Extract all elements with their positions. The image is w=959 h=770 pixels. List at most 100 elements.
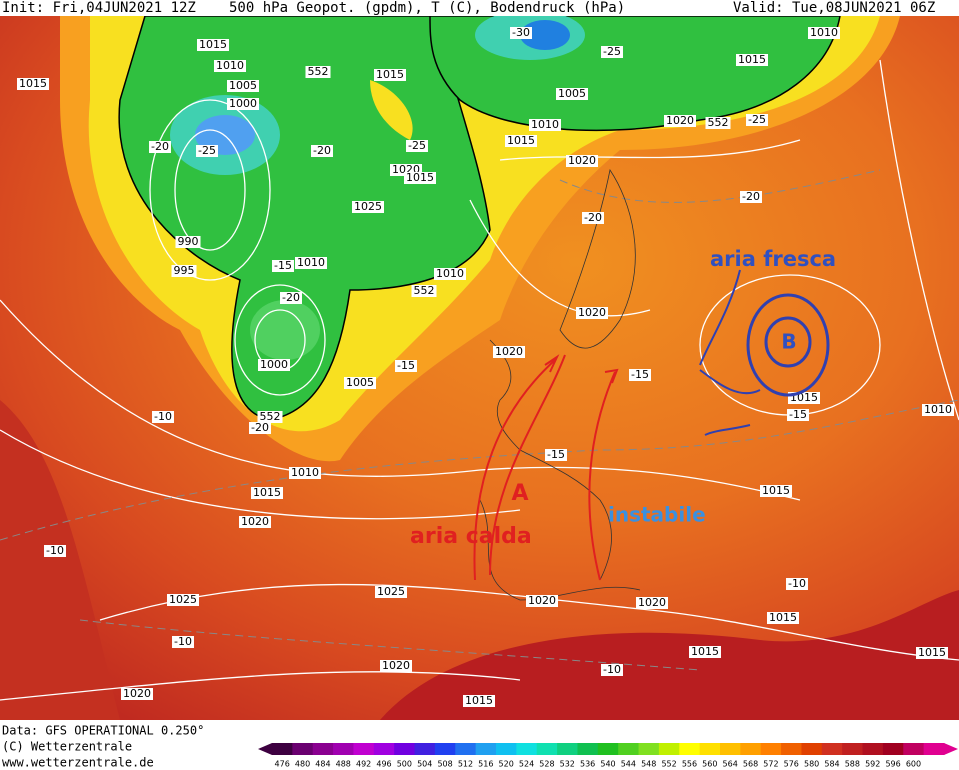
scale-cell xyxy=(557,743,578,755)
annotation: instabile xyxy=(608,503,706,527)
map-label-box xyxy=(705,117,731,129)
color-scale: 476 480 484 488 492 496 500 504 508 512 516 520 524 5… xyxy=(258,743,958,769)
warm-area xyxy=(0,400,120,720)
map-label: 1020 xyxy=(241,515,269,528)
map-label: -10 xyxy=(154,410,172,423)
map-label-box xyxy=(152,411,174,423)
map-label-box xyxy=(289,467,321,479)
annotation: A xyxy=(511,481,528,506)
map-label-box xyxy=(493,346,525,358)
scale-label: 480 xyxy=(295,760,310,769)
map-label: 1010 xyxy=(216,59,244,72)
scale-label: 484 xyxy=(315,760,330,769)
map-label: -10 xyxy=(174,635,192,648)
map-label-box xyxy=(257,411,283,423)
scale-arrow xyxy=(258,743,272,755)
scale-cell xyxy=(577,743,599,755)
scale-label: 600 xyxy=(906,760,921,769)
map-label: 1010 xyxy=(436,267,464,280)
map-label-box xyxy=(736,54,768,66)
map-label: -15 xyxy=(789,408,807,421)
map-label: 1015 xyxy=(199,38,227,51)
map-label-box xyxy=(167,594,199,606)
map-label-box xyxy=(510,27,532,39)
map-label: -20 xyxy=(251,421,269,434)
map-label: 1005 xyxy=(229,79,257,92)
map-label: -10 xyxy=(603,663,621,676)
map-label: 1015 xyxy=(19,77,47,90)
map-label-box xyxy=(529,119,561,131)
scale-cell xyxy=(394,743,416,755)
scale-label: 564 xyxy=(723,760,738,769)
scale-arrow xyxy=(944,743,958,755)
map-label-box xyxy=(305,66,331,78)
scale-cell xyxy=(638,743,660,755)
map-label-box xyxy=(175,236,201,248)
init-time: Init: Fri,04JUN2021 12Z xyxy=(2,0,196,16)
scale-label: 492 xyxy=(356,760,371,769)
map-label-box xyxy=(746,114,768,126)
map-label-box xyxy=(311,145,333,157)
scale-label: 552 xyxy=(661,760,676,769)
scale-label: 508 xyxy=(437,760,452,769)
map-label: -15 xyxy=(631,368,649,381)
map-label-box xyxy=(239,516,271,528)
map-label-box xyxy=(227,80,259,92)
map-label-box xyxy=(121,688,153,700)
scale-cell xyxy=(903,743,925,755)
map-label-box xyxy=(922,404,954,416)
scale-cell xyxy=(679,743,701,755)
scale-cell xyxy=(312,743,334,755)
scale-cell xyxy=(475,743,497,755)
scale-label: 512 xyxy=(458,760,473,769)
map-label-box xyxy=(251,487,283,499)
map-label-box xyxy=(434,268,466,280)
scale-label: 580 xyxy=(804,760,819,769)
scale-label: 556 xyxy=(682,760,697,769)
scale-cell xyxy=(496,743,517,755)
map-label-box xyxy=(227,98,259,110)
scale-cell xyxy=(699,743,721,755)
scale-cell xyxy=(781,743,802,755)
scale-cell xyxy=(373,743,395,755)
map-label: -25 xyxy=(748,113,766,126)
map-label-box xyxy=(411,285,437,297)
map-label-box xyxy=(149,141,171,153)
map-label: 1015 xyxy=(406,171,434,184)
scale-cell xyxy=(353,743,375,755)
map-label-box xyxy=(171,265,197,277)
cool-arrows xyxy=(699,269,830,436)
map-label-box xyxy=(374,69,406,81)
map-label: 1015 xyxy=(691,645,719,658)
scale-label: 524 xyxy=(519,760,534,769)
map-label-box xyxy=(463,695,495,707)
map-label: 1000 xyxy=(229,97,257,110)
scale-cell xyxy=(414,743,436,755)
map-label-box xyxy=(664,115,696,127)
cold-core xyxy=(250,300,320,360)
map-label: -10 xyxy=(46,544,64,557)
scale-label: 496 xyxy=(376,760,391,769)
map-label: 1015 xyxy=(507,134,535,147)
map-label-box xyxy=(214,60,246,72)
scale-label: 528 xyxy=(539,760,554,769)
map-label-box xyxy=(526,595,558,607)
map-label-box xyxy=(808,27,840,39)
map-label: 552 xyxy=(708,116,729,129)
scale-cell xyxy=(658,743,680,755)
annotations: aria fresca B A aria calda instabile xyxy=(410,247,836,581)
map-label-box xyxy=(787,409,809,421)
map-label: -20 xyxy=(151,140,169,153)
scale-cell xyxy=(455,743,477,755)
warm-area xyxy=(380,590,959,720)
map-label: 1015 xyxy=(253,486,281,499)
annotation: B xyxy=(781,330,796,354)
scale-label: 500 xyxy=(397,760,412,769)
map-label-box xyxy=(375,586,407,598)
scale-label: 536 xyxy=(580,760,595,769)
scale-label: 516 xyxy=(478,760,493,769)
map-label-box xyxy=(556,88,588,100)
header-band xyxy=(0,0,959,16)
map: 1015 1010 1005 1000 1015 -20 -25 -20 552 1015 -25 1… xyxy=(0,10,959,720)
map-label: -25 xyxy=(603,45,621,58)
